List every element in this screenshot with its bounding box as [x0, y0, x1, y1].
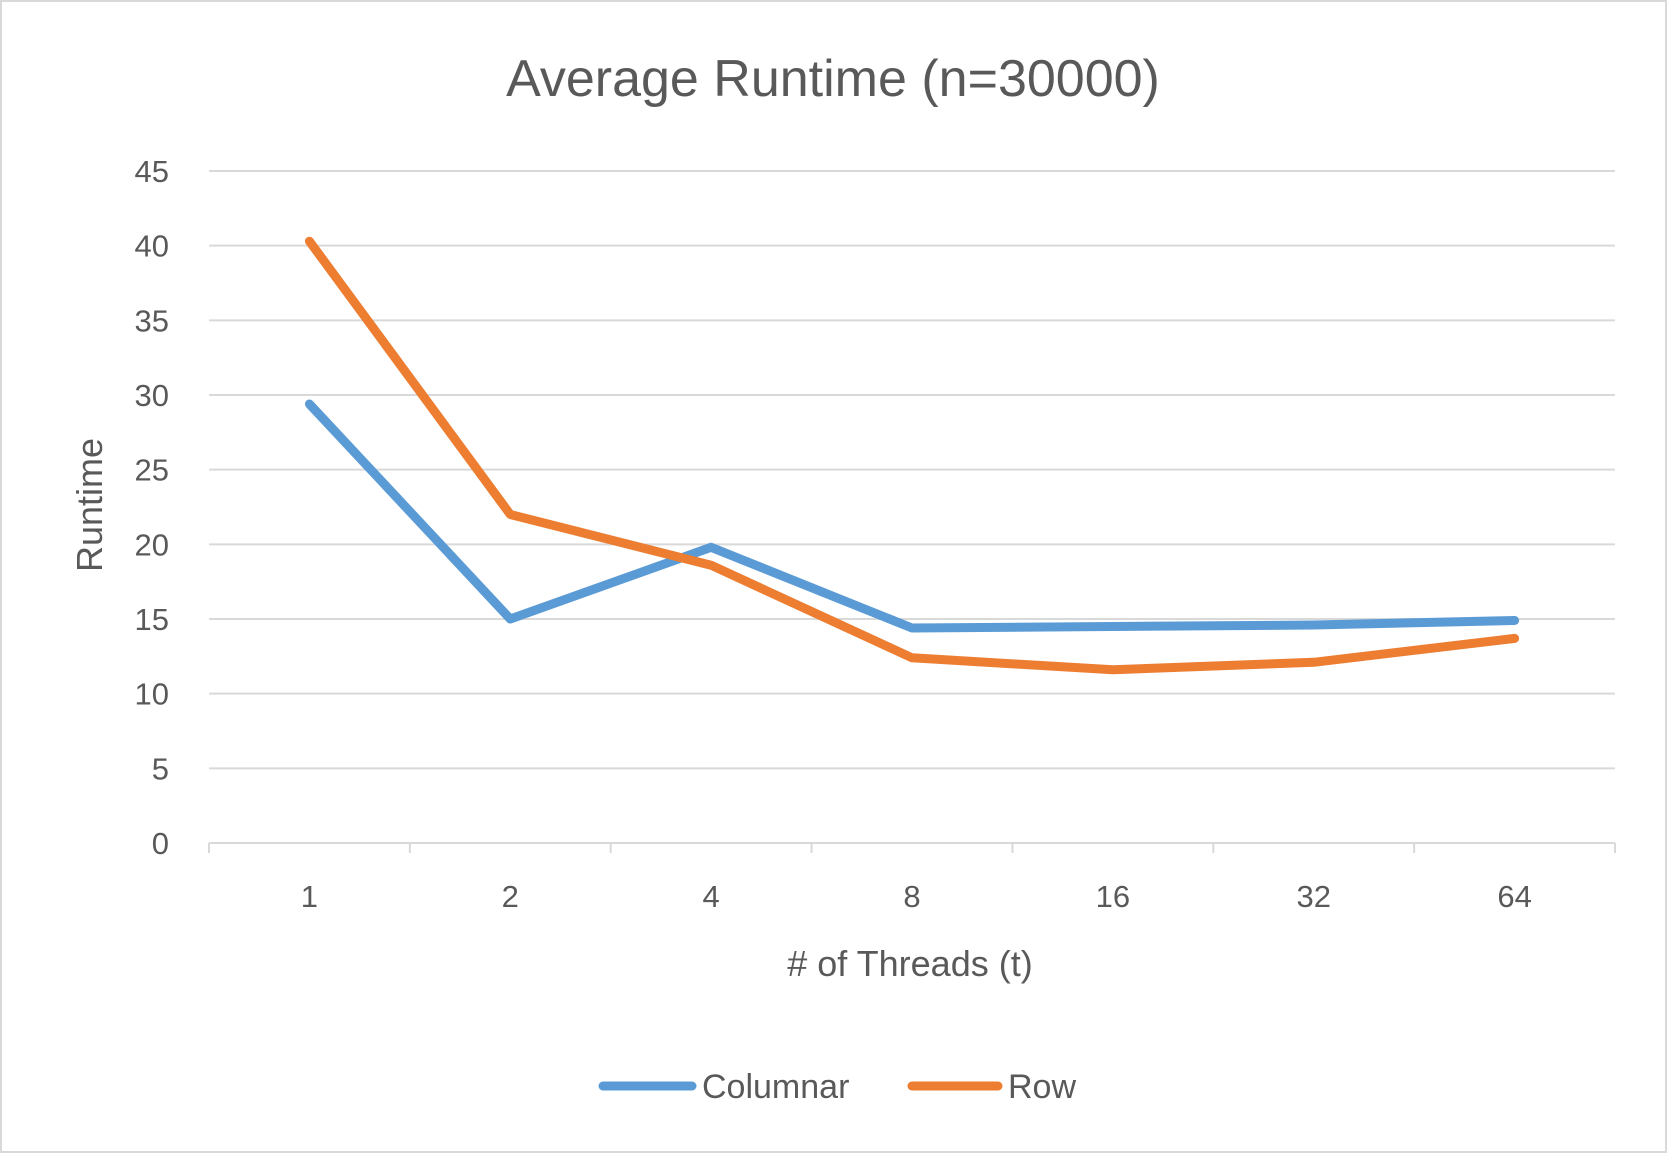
- y-tick-label: 0: [152, 826, 169, 861]
- series-line-row: [304, 236, 1520, 675]
- y-tick-label: 45: [135, 154, 169, 189]
- x-tick-label: 32: [1296, 879, 1330, 914]
- y-tick-label: 15: [135, 602, 169, 637]
- y-axis-title: Runtime: [69, 438, 110, 572]
- x-axis-title: # of Threads (t): [787, 943, 1032, 984]
- legend-label-row: Row: [1008, 1068, 1076, 1106]
- y-tick-label: 40: [135, 229, 169, 264]
- series-lines: [304, 236, 1520, 675]
- x-axis-tick-labels: 1 2 4 8 16 32 64: [301, 879, 1532, 914]
- legend-label-columnar: Columnar: [702, 1068, 849, 1106]
- x-tick-label: 64: [1497, 879, 1531, 914]
- y-tick-label: 25: [135, 453, 169, 488]
- x-tick-label: 2: [502, 879, 519, 914]
- y-tick-label: 30: [135, 378, 169, 413]
- x-axis: [208, 842, 1616, 853]
- chart-title: Average Runtime (n=30000): [506, 50, 1160, 108]
- y-axis-tick-labels: 0 5 10 15 20 25 30 35 40 45: [135, 154, 169, 861]
- x-tick-label: 1: [301, 879, 318, 914]
- x-tick-label: 4: [703, 879, 720, 914]
- y-tick-label: 20: [135, 527, 169, 562]
- y-tick-label: 5: [152, 751, 169, 786]
- x-tick-label: 8: [903, 879, 920, 914]
- legend: Columnar Row: [598, 1068, 1076, 1106]
- y-tick-label: 35: [135, 303, 169, 338]
- series-line-columnar: [304, 399, 1520, 633]
- gridlines: [209, 170, 1615, 770]
- x-tick-label: 16: [1096, 879, 1130, 914]
- y-tick-label: 10: [135, 677, 169, 712]
